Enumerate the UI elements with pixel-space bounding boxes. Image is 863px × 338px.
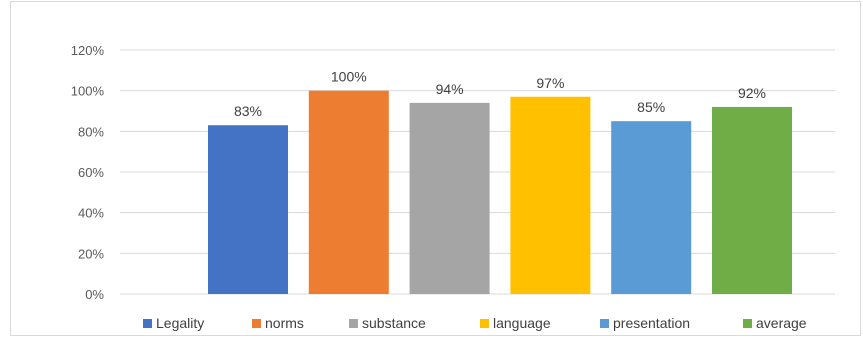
- legend-entry: norms: [265, 315, 304, 331]
- y-tick-label: 40%: [78, 206, 104, 221]
- legend-entry: Legality: [156, 315, 204, 331]
- y-tick-label: 100%: [71, 84, 105, 99]
- bar-average: [712, 106, 792, 294]
- data-label: 100%: [331, 69, 367, 85]
- legend-swatch: [349, 319, 358, 328]
- legend-swatch: [600, 319, 609, 328]
- legend-swatch: [743, 319, 752, 328]
- legend-entry: language: [493, 315, 551, 331]
- data-label: 92%: [738, 85, 766, 101]
- bar-presentation: [611, 121, 692, 295]
- data-label: 83%: [234, 103, 262, 119]
- y-tick-label: 20%: [78, 246, 104, 261]
- legend-swatch: [252, 319, 261, 328]
- bar-language: [510, 96, 591, 295]
- bar-norms: [308, 90, 389, 295]
- data-label: 85%: [637, 99, 665, 115]
- data-labels: 83% 100% 94% 97% 85% 92%: [234, 69, 766, 120]
- bar-legality: [208, 125, 288, 294]
- y-axis-tick-labels: 0% 20% 40% 60% 80% 100% 120%: [71, 43, 105, 302]
- legend-swatch: [143, 319, 152, 328]
- legend-swatch: [480, 319, 489, 328]
- legend-entry: average: [756, 315, 807, 331]
- y-tick-label: 0%: [85, 287, 104, 302]
- data-label: 97%: [536, 75, 564, 91]
- data-label: 94%: [436, 81, 464, 97]
- legend-entry: substance: [362, 315, 426, 331]
- y-tick-label: 120%: [71, 43, 105, 58]
- bar-substance: [409, 102, 490, 294]
- bars: [208, 90, 792, 295]
- legend-entry: presentation: [613, 315, 690, 331]
- y-tick-label: 80%: [78, 124, 104, 139]
- legend: Legality norms substance language presentati…: [143, 315, 807, 331]
- y-tick-label: 60%: [78, 165, 104, 180]
- chart-frame: [10, 1, 861, 336]
